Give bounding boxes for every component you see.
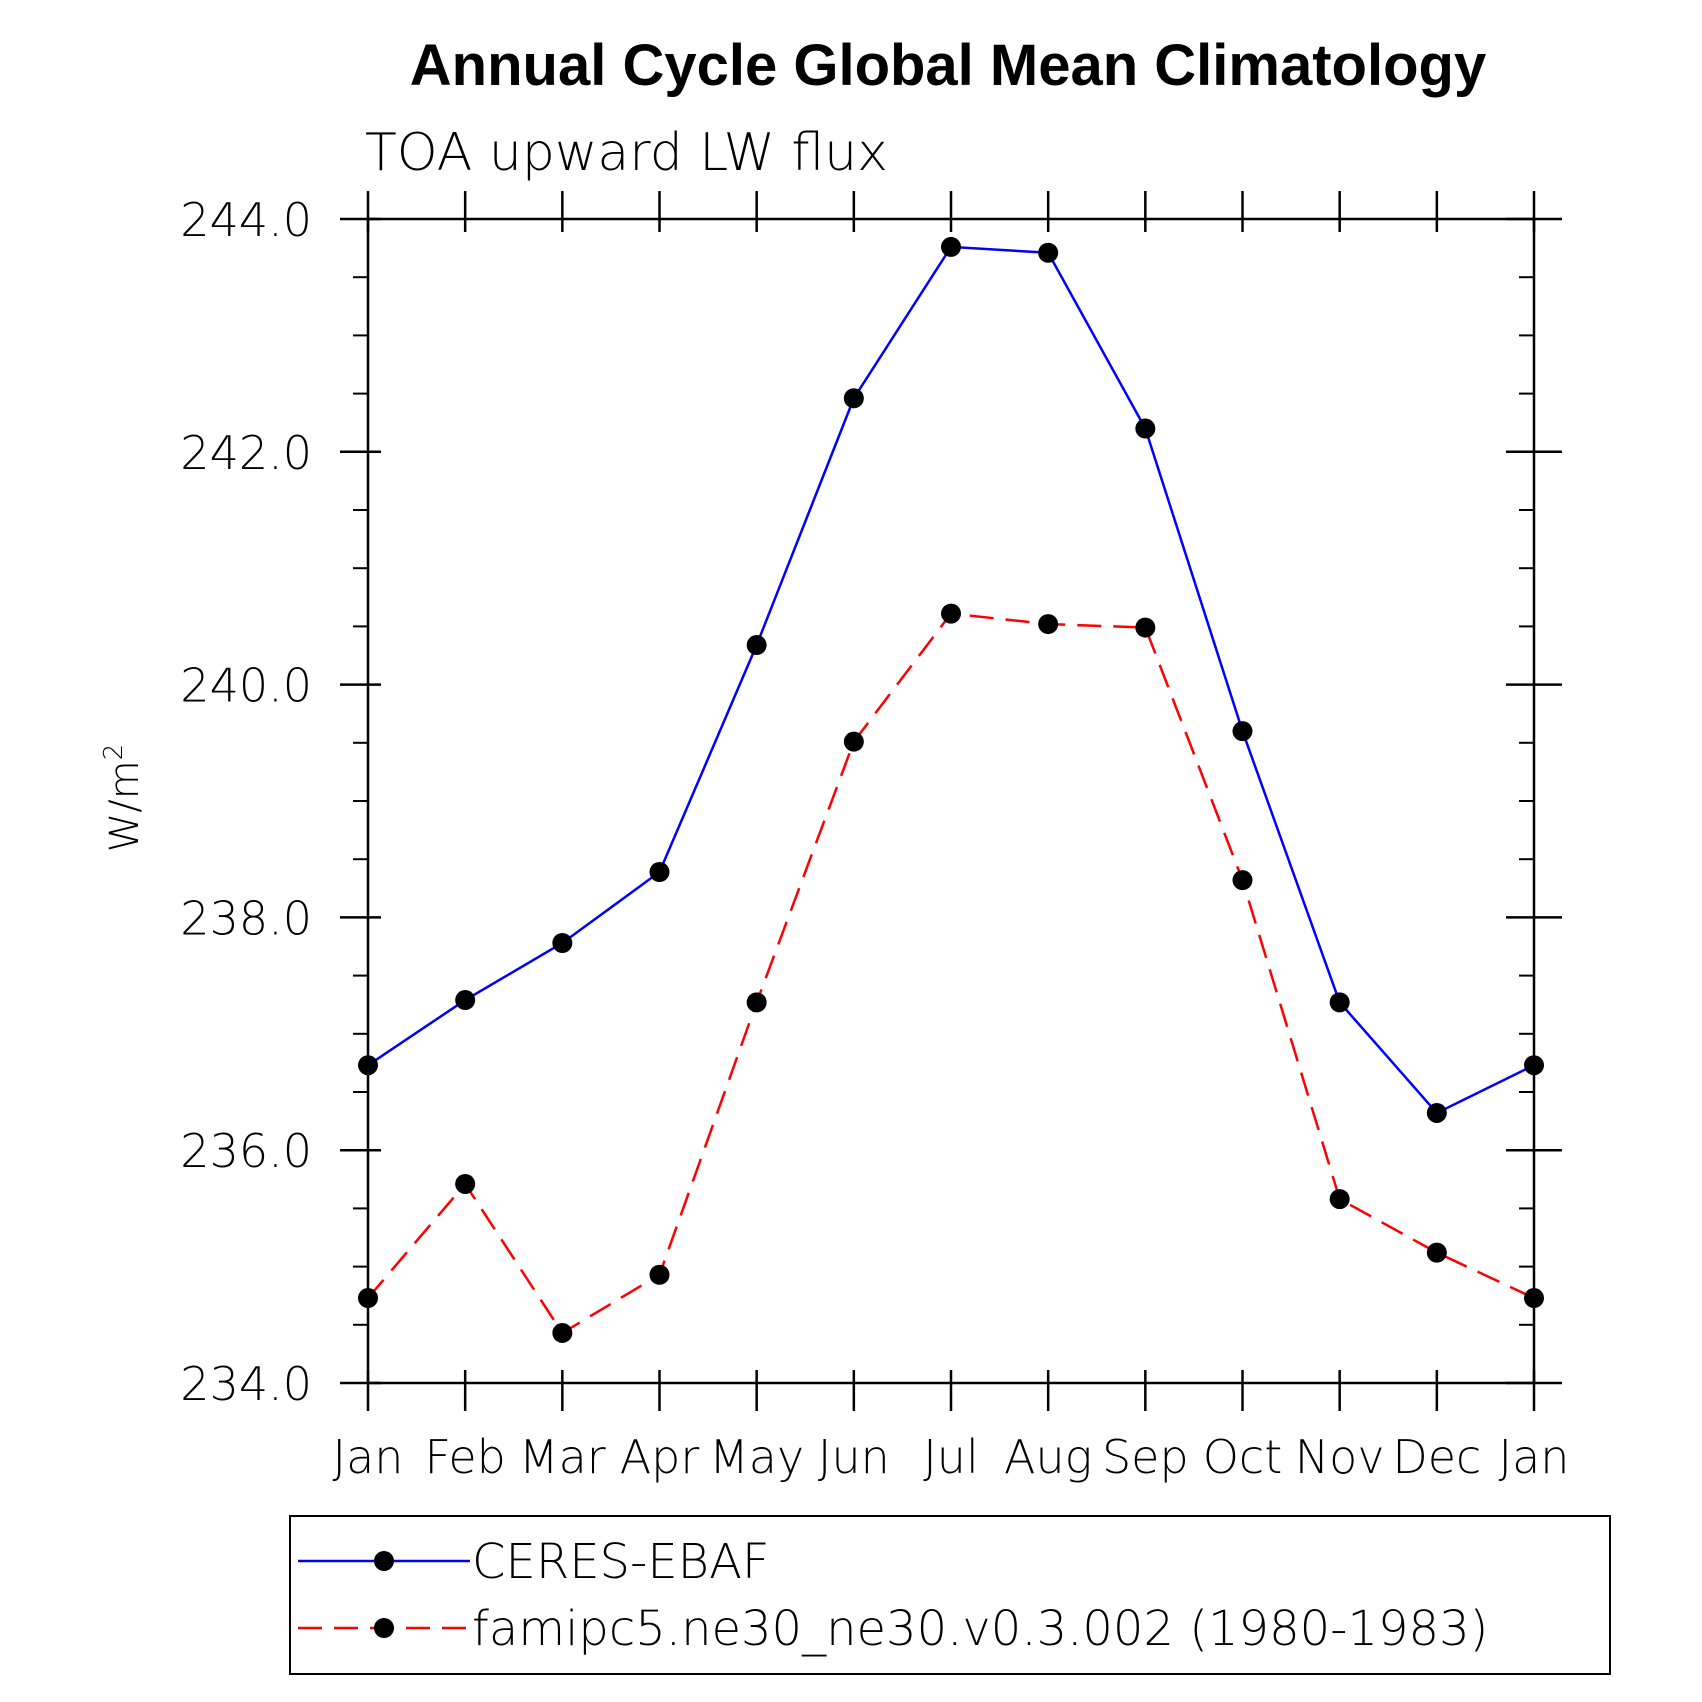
data-point — [1135, 617, 1156, 638]
y-tick-label: 242.0 — [180, 426, 312, 480]
y-tick-label: 236.0 — [180, 1124, 312, 1178]
svg-text:W/m2: W/m2 — [99, 744, 148, 853]
y-tick-label: 240.0 — [180, 659, 312, 713]
data-point — [843, 731, 864, 752]
data-point — [552, 1322, 573, 1343]
data-point — [843, 388, 864, 409]
data-point — [1426, 1102, 1447, 1123]
x-tick-label: Oct — [1203, 1430, 1283, 1484]
data-point — [649, 1264, 670, 1285]
y-axis-label-superscript: 2 — [99, 744, 129, 761]
data-point — [1135, 418, 1156, 439]
data-point — [941, 603, 961, 624]
x-tick-label: Sep — [1102, 1430, 1189, 1484]
y-axis-label-text: W/m — [102, 760, 148, 852]
data-point — [941, 236, 961, 257]
legend-label: CERES-EBAF — [472, 1534, 770, 1590]
data-point — [1038, 614, 1059, 635]
x-tick-label: Feb — [424, 1430, 505, 1484]
data-point — [649, 862, 670, 883]
axis-ticks — [340, 191, 1562, 1411]
data-point — [1524, 1055, 1544, 1076]
data-point — [1232, 721, 1253, 742]
data-point — [358, 1288, 378, 1309]
y-tick-label: 234.0 — [180, 1357, 312, 1411]
y-tick-label: 238.0 — [180, 891, 312, 945]
x-tick-label: Jun — [818, 1430, 890, 1484]
data-point — [455, 990, 476, 1011]
x-tick-label: May — [709, 1430, 804, 1484]
y-tick-label: 244.0 — [180, 193, 312, 247]
data-point — [455, 1173, 476, 1194]
data-point — [1329, 992, 1350, 1013]
series-line-1 — [367, 612, 1535, 1335]
chart-subtitle: TOA upward LW flux — [365, 123, 888, 183]
x-tick-label: Mar — [519, 1430, 606, 1484]
x-tick-label: Nov — [1295, 1430, 1385, 1484]
legend-marker — [374, 1618, 394, 1638]
data-point — [552, 933, 573, 954]
data-point — [1232, 870, 1253, 891]
data-point — [746, 635, 767, 656]
data-point — [1426, 1242, 1447, 1263]
legend — [289, 1515, 1611, 1675]
x-tick-label: Dec — [1392, 1430, 1481, 1484]
x-tick-label: Aug — [1004, 1430, 1092, 1484]
data-series — [358, 236, 1544, 1343]
x-tick-label: Apr — [620, 1430, 700, 1484]
y-axis-label: W/m2 — [99, 744, 148, 853]
legend-label: famipc5.ne30_ne30.v0.3.002 (1980-1983) — [472, 1601, 1488, 1657]
x-tick-label: Jan — [1499, 1430, 1570, 1484]
series-line-0 — [367, 245, 1535, 1115]
x-tick-label: Jul — [923, 1430, 979, 1484]
chart-title: Annual Cycle Global Mean Climatology — [410, 33, 1486, 98]
axis-tick-labels: Jan Feb Mar Apr May Jun Jul Aug Sep Oct Nov Dec Jan 2… — [180, 193, 1569, 1484]
data-point — [1524, 1288, 1544, 1309]
data-point — [358, 1055, 378, 1076]
data-point — [746, 992, 767, 1013]
x-tick-label: Jan — [333, 1430, 404, 1484]
legend-entries: CERES-EBAF famipc5.ne30_ne30.v0.3.002 (19… — [298, 1534, 1488, 1657]
legend-marker — [374, 1551, 394, 1571]
data-point — [1038, 242, 1059, 263]
data-point — [1329, 1189, 1350, 1210]
